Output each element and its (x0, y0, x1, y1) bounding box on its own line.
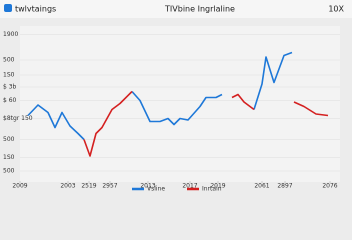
y-tick-label: 500 (3, 136, 15, 143)
x-tick-label: 2519 (81, 183, 96, 190)
legend-label: Vsline (147, 186, 165, 193)
badge[interactable]: 10X (328, 5, 344, 14)
x-tick-label: 2897 (277, 183, 292, 190)
y-tick-label: $8tgr 150 (3, 115, 33, 122)
app-icon (4, 4, 12, 12)
y-tick-label: 500 (3, 57, 15, 64)
x-tick-label: 2013 (140, 183, 155, 190)
x-tick-label: 2009 (12, 183, 27, 190)
y-tick-label: 1900 (3, 31, 18, 38)
app-name: twlvtaings (15, 5, 56, 14)
legend-label: Inrtain (202, 186, 222, 193)
screen: twlvtaings TIVbine Ingrlaline 10X 1900 50… (0, 0, 352, 193)
chart-title: TIVbine Ingrlaline (164, 5, 235, 14)
x-tick-label: 2019 (210, 183, 225, 190)
x-tick-label: 2076 (322, 183, 337, 190)
x-tick-label: 2003 (60, 183, 75, 190)
y-tick-label: $ 60 (3, 97, 17, 104)
plot-area (20, 26, 340, 182)
y-tick-label: 1S0 (3, 154, 15, 161)
header-bar (0, 0, 352, 18)
x-tick-label: 2957 (102, 183, 117, 190)
x-tick-label: 2017 (182, 183, 197, 190)
y-tick-label: $ 3b (3, 84, 17, 91)
y-tick-label: 1S0 (3, 72, 15, 79)
series-line (27, 51, 293, 141)
y-tick-label: 500 (3, 168, 15, 175)
series-line (83, 90, 329, 157)
x-tick-label: 2061 (254, 183, 269, 190)
